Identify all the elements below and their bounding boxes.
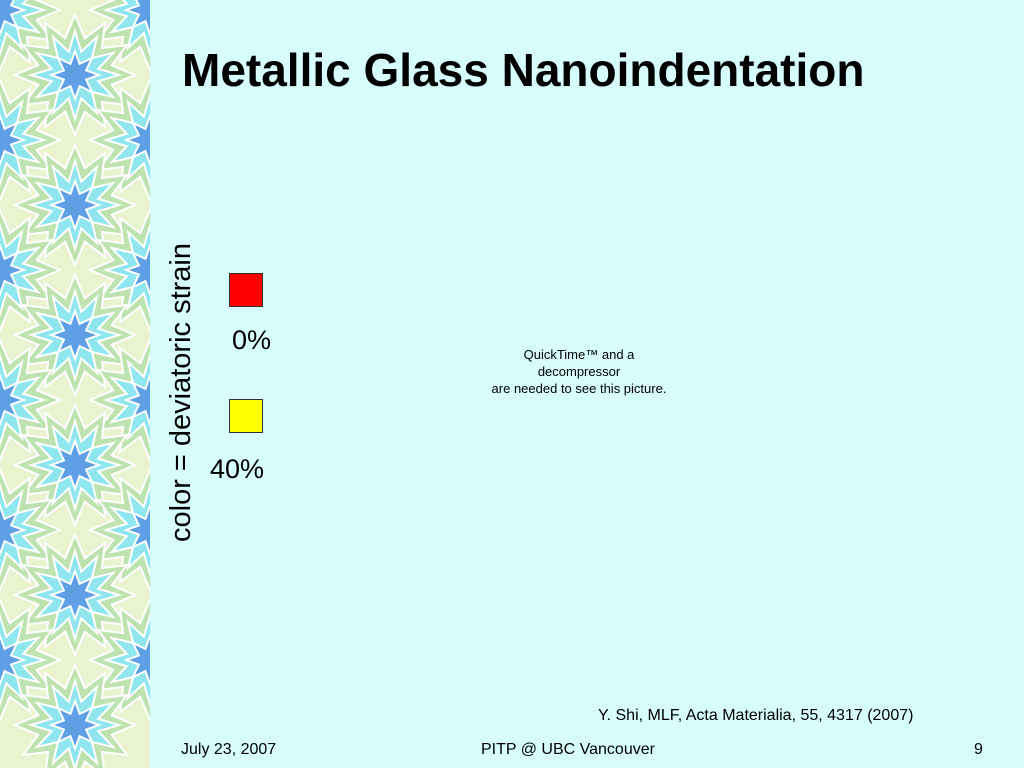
quicktime-placeholder: QuickTime™ and a decompressor are needed… <box>464 346 694 397</box>
geometric-pattern <box>0 0 150 768</box>
red-color-swatch <box>229 273 263 307</box>
decorative-pattern-strip <box>0 0 150 768</box>
footer-venue: PITP @ UBC Vancouver <box>481 741 655 758</box>
footer-date: July 23, 2007 <box>181 741 277 758</box>
citation: Y. Shi, MLF, Acta Materialia, 55, 4317 (… <box>598 707 914 724</box>
quicktime-line-3: are needed to see this picture. <box>491 381 667 396</box>
quicktime-line-1: QuickTime™ and a <box>523 347 635 362</box>
legend-label-0-percent: 0% <box>232 325 272 355</box>
page-number: 9 <box>974 741 983 758</box>
legend-label-40-percent: 40% <box>210 454 265 484</box>
color-scale-label: color = deviatoric strain <box>165 243 197 542</box>
slide-title: Metallic Glass Nanoindentation <box>182 44 865 96</box>
yellow-color-swatch <box>229 399 263 433</box>
quicktime-line-2: decompressor <box>537 364 621 379</box>
